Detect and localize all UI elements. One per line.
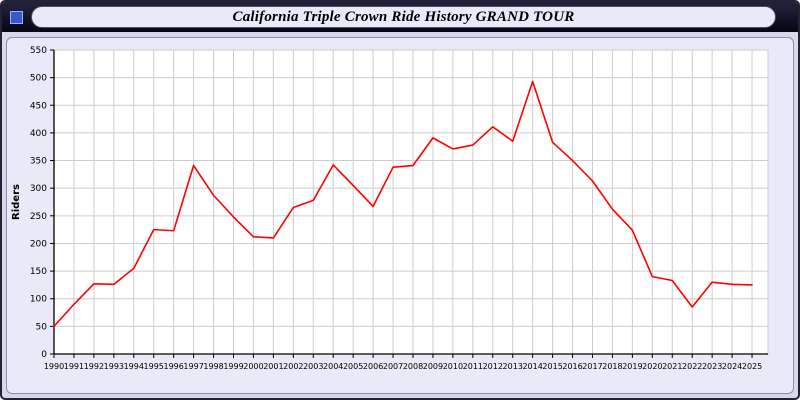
chart-panel: 0 50 100 150 200 250 300 350 400 450 500 550 1990 199…	[6, 37, 794, 394]
svg-text:350: 350	[30, 156, 47, 166]
svg-text:2015: 2015	[542, 362, 562, 371]
svg-text:Riders: Riders	[11, 183, 22, 219]
svg-text:1993: 1993	[104, 362, 124, 371]
svg-text:2017: 2017	[582, 362, 602, 371]
svg-text:2014: 2014	[522, 362, 542, 371]
svg-text:2011: 2011	[463, 362, 483, 371]
svg-text:2007: 2007	[383, 362, 403, 371]
svg-text:250: 250	[30, 211, 47, 221]
svg-text:1997: 1997	[183, 362, 203, 371]
svg-text:2009: 2009	[423, 362, 443, 371]
svg-text:2002: 2002	[283, 362, 303, 371]
svg-text:2000: 2000	[243, 362, 263, 371]
svg-text:1990: 1990	[44, 362, 64, 371]
svg-text:2025: 2025	[742, 362, 762, 371]
svg-text:2020: 2020	[642, 362, 662, 371]
svg-text:2021: 2021	[662, 362, 682, 371]
svg-text:2006: 2006	[363, 362, 383, 371]
window-icon	[10, 10, 23, 24]
riders-line-chart: 0 50 100 150 200 250 300 350 400 450 500 550 1990 199…	[8, 40, 792, 392]
svg-text:2016: 2016	[562, 362, 582, 371]
chart-title: California Triple Crown Ride History GRA…	[232, 8, 575, 25]
svg-text:100: 100	[30, 294, 47, 304]
svg-text:2023: 2023	[702, 362, 722, 371]
svg-text:2024: 2024	[722, 362, 742, 371]
svg-text:2012: 2012	[483, 362, 503, 371]
svg-text:2004: 2004	[323, 362, 343, 371]
title-bar: California Triple Crown Ride History GRA…	[2, 2, 798, 32]
svg-text:200: 200	[30, 239, 47, 249]
svg-text:1991: 1991	[64, 362, 84, 371]
svg-text:1996: 1996	[163, 362, 183, 371]
svg-text:2008: 2008	[403, 362, 423, 371]
svg-text:2019: 2019	[622, 362, 642, 371]
svg-text:1995: 1995	[144, 362, 164, 371]
svg-text:2010: 2010	[443, 362, 463, 371]
svg-text:400: 400	[30, 128, 47, 138]
svg-text:2003: 2003	[303, 362, 323, 371]
svg-text:1998: 1998	[203, 362, 223, 371]
svg-text:550: 550	[30, 46, 47, 56]
svg-text:1999: 1999	[223, 362, 243, 371]
svg-text:2022: 2022	[682, 362, 702, 371]
svg-text:450: 450	[30, 101, 47, 111]
svg-text:0: 0	[41, 350, 47, 360]
svg-text:1994: 1994	[124, 362, 144, 371]
svg-text:1992: 1992	[84, 362, 104, 371]
svg-text:300: 300	[30, 184, 47, 194]
svg-text:2013: 2013	[503, 362, 523, 371]
svg-text:50: 50	[36, 322, 48, 332]
svg-text:2018: 2018	[602, 362, 622, 371]
chart-title-container: California Triple Crown Ride History GRA…	[31, 6, 776, 28]
svg-text:2005: 2005	[343, 362, 363, 371]
svg-text:500: 500	[30, 73, 47, 83]
svg-text:150: 150	[30, 267, 47, 277]
svg-text:2001: 2001	[263, 362, 283, 371]
